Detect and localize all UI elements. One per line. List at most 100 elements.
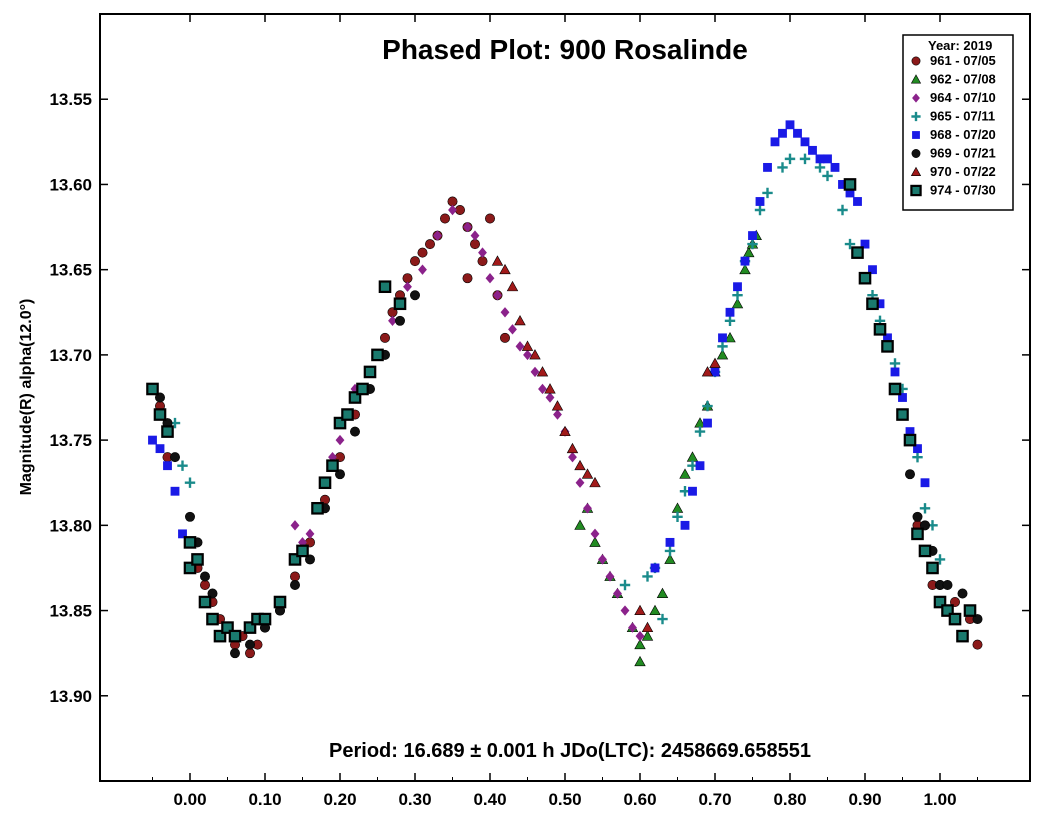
data-point [695,461,705,471]
y-tick-label: 13.70 [49,346,92,365]
data-point [305,528,315,540]
y-tick-label: 13.75 [49,431,92,450]
data-point [155,444,165,454]
legend-entry: 968 - 07/20 [930,127,996,142]
data-point [725,307,735,317]
data-point [740,256,750,266]
data-point [326,459,339,472]
data-point [814,162,826,173]
legend-marker [911,56,921,66]
data-point [363,365,377,379]
data-marks [146,120,983,667]
data-point [200,580,210,590]
data-point [724,332,736,343]
data-point [371,348,384,362]
data-point [544,383,556,394]
data-point [905,427,915,437]
data-point [739,263,751,275]
data-point [598,554,607,565]
data-point [559,425,571,437]
data-point [536,366,549,377]
legend-marker [910,184,922,197]
data-point [478,247,487,258]
data-point [410,290,420,301]
legend-entry: 969 - 07/21 [930,146,996,161]
data-point [290,580,300,590]
x-tick-label: 0.90 [848,790,881,809]
data-point [664,545,676,557]
data-point [178,529,187,539]
data-point [911,527,924,541]
data-point [748,231,757,240]
plot-frame [99,13,1031,782]
data-point [183,536,197,549]
data-point [538,383,547,395]
legend-entry: 962 - 07/08 [930,72,996,87]
data-point [206,612,219,626]
data-point [440,213,450,224]
data-point [545,392,555,403]
data-point [258,612,272,626]
data-point [957,588,968,599]
data-point [837,204,848,216]
legend-box [902,34,1014,211]
data-point [823,154,832,164]
data-point [163,461,172,471]
data-point [800,137,810,147]
series-7 [491,255,721,633]
data-point [508,324,517,335]
data-point [628,622,637,633]
data-point [853,197,862,206]
y-tick-label: 13.65 [49,261,92,280]
data-point [785,120,795,130]
data-point [860,239,870,249]
legend-marker [912,93,920,103]
data-point [649,604,661,616]
data-point [890,367,900,377]
legend-marker [912,131,920,139]
data-point [875,299,885,309]
data-point [177,460,188,471]
data-point [213,629,227,643]
data-point [634,638,646,650]
data-point [919,503,931,514]
data-point [858,271,872,285]
data-point [418,264,427,275]
data-point [755,197,765,206]
data-point [873,323,887,336]
data-point [701,366,714,377]
legend-marker [910,74,922,84]
data-point [170,486,180,496]
chart-title: Phased Plot: 900 Rosalinde [382,34,748,65]
legend-entry: 961 - 07/05 [930,53,996,68]
data-point [296,544,309,558]
data-point [568,451,577,463]
legend-items: 961 - 07/05 962 - 07/08 964 - 07/10 965 - 0… [910,53,996,198]
data-point [161,425,174,438]
data-point [228,629,242,643]
data-point [183,561,197,575]
data-point [290,571,300,582]
data-point [888,382,902,396]
data-point [896,408,909,421]
data-point [793,128,802,138]
data-point [605,571,615,582]
data-point [881,340,894,353]
data-point [515,341,525,352]
data-point [642,571,653,582]
y-tick-label: 13.90 [49,687,92,706]
data-point [356,382,369,396]
data-point [694,426,706,437]
data-point [747,238,758,250]
data-point [710,367,720,377]
data-point [845,188,855,198]
data-point [425,239,435,250]
data-point [170,452,180,463]
data-point [380,332,390,343]
legend-title: Year: 2019 [928,38,992,53]
data-point [433,230,442,241]
data-point [918,544,932,558]
series-3 [290,204,645,642]
data-point [762,187,773,199]
